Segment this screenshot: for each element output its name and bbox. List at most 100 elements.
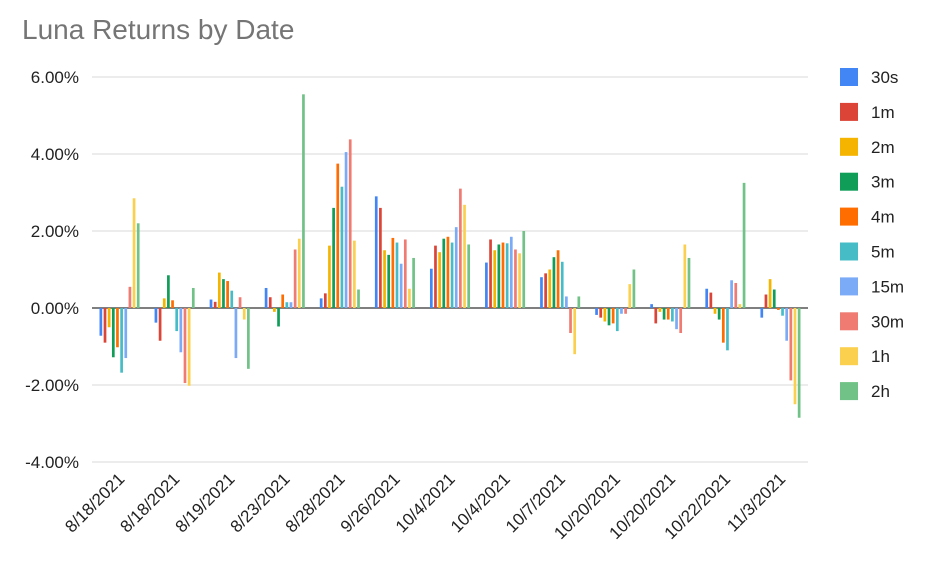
bar-5m bbox=[560, 261, 564, 308]
y-tick-label: 6.00% bbox=[31, 68, 79, 87]
bar-4m bbox=[281, 294, 285, 308]
bar-1m bbox=[654, 308, 658, 324]
y-tick-label: 0.00% bbox=[31, 299, 79, 318]
bar-3m bbox=[167, 275, 170, 308]
bar-3m bbox=[772, 289, 776, 308]
bar-2m bbox=[107, 308, 111, 328]
legend-label: 5m bbox=[871, 243, 895, 262]
bar-15m bbox=[179, 308, 183, 353]
x-tick-label: 8/19/2021 bbox=[172, 469, 239, 536]
bar-2h bbox=[577, 296, 581, 308]
legend-item: 4m bbox=[840, 207, 895, 227]
bar-3m bbox=[111, 308, 115, 358]
legend-item: 15m bbox=[840, 277, 904, 296]
bar-1m bbox=[379, 207, 382, 308]
bar-4m bbox=[611, 308, 615, 324]
bar-5m bbox=[615, 308, 619, 332]
legend-swatch bbox=[840, 68, 858, 86]
x-tick-label: 9/26/2021 bbox=[337, 469, 404, 536]
bar-3m bbox=[552, 257, 556, 308]
bar-2h bbox=[467, 244, 471, 308]
category-group bbox=[374, 196, 415, 308]
bar-1m bbox=[158, 308, 162, 341]
bar-1m bbox=[709, 292, 713, 308]
legend-label: 3m bbox=[871, 173, 895, 192]
bar-30m bbox=[403, 239, 407, 308]
bar-2m bbox=[328, 245, 331, 308]
bar-4m bbox=[556, 250, 560, 308]
bar-30m bbox=[459, 188, 462, 308]
bar-2h bbox=[742, 182, 746, 308]
bar-30s bbox=[650, 304, 653, 308]
chart-title: Luna Returns by Date bbox=[22, 14, 295, 45]
bar-15m bbox=[124, 308, 128, 359]
bar-15m bbox=[730, 280, 733, 308]
legend-swatch bbox=[840, 207, 858, 226]
y-tick-label: 2.00% bbox=[31, 222, 79, 241]
bar-2m bbox=[162, 298, 166, 309]
bar-3m bbox=[662, 308, 666, 320]
bar-1m bbox=[268, 297, 272, 308]
legend-item: 3m bbox=[840, 172, 895, 192]
legend-item: 30s bbox=[840, 68, 898, 87]
bar-2h bbox=[191, 287, 195, 308]
bar-2h bbox=[412, 257, 415, 308]
bar-4m bbox=[777, 308, 780, 310]
bar-1h bbox=[463, 204, 466, 308]
bar-30s bbox=[705, 288, 709, 308]
bar-15m bbox=[399, 263, 403, 308]
bar-2m bbox=[713, 308, 717, 314]
bar-1h bbox=[353, 240, 356, 308]
x-tick-label: 8/18/2021 bbox=[61, 469, 128, 536]
bar-30m bbox=[183, 308, 187, 384]
bar-15m bbox=[509, 236, 513, 308]
bar-1h bbox=[738, 304, 742, 308]
bar-30s bbox=[99, 308, 103, 336]
bar-30m bbox=[348, 139, 352, 308]
bar-3m bbox=[442, 238, 446, 308]
bar-1h bbox=[242, 308, 246, 320]
bar-15m bbox=[289, 302, 293, 308]
bar-2m bbox=[493, 250, 497, 308]
category-group bbox=[264, 94, 305, 327]
bars bbox=[99, 94, 801, 418]
legend-swatch bbox=[840, 347, 858, 366]
bar-5m bbox=[230, 290, 234, 308]
legend-swatch bbox=[840, 242, 858, 261]
legend-item: 2h bbox=[840, 382, 890, 401]
legend-label: 1h bbox=[871, 347, 890, 366]
legend-item: 30m bbox=[840, 312, 904, 331]
bar-30s bbox=[760, 308, 764, 318]
x-tick-label: 11/3/2021 bbox=[723, 469, 789, 535]
bar-2m bbox=[438, 252, 441, 308]
legend-swatch bbox=[840, 137, 858, 156]
bar-30m bbox=[514, 249, 517, 308]
category-group bbox=[154, 275, 195, 386]
category-group bbox=[650, 244, 691, 334]
y-grid: -4.00% -2.00% 0.00% 2.00% 4.00% 6.00% bbox=[25, 68, 808, 472]
bar-15m bbox=[565, 296, 568, 308]
legend-item: 1m bbox=[840, 102, 895, 122]
bar-30s bbox=[319, 298, 323, 309]
bar-1h bbox=[628, 284, 632, 308]
bar-30s bbox=[374, 196, 378, 308]
bar-30s bbox=[209, 299, 213, 308]
category-group bbox=[319, 139, 360, 309]
bar-2m bbox=[548, 269, 552, 308]
bar-30m bbox=[679, 308, 683, 334]
category-group bbox=[760, 279, 801, 418]
bar-1m bbox=[103, 308, 107, 343]
bar-3m bbox=[387, 254, 391, 308]
y-tick-label: -2.00% bbox=[25, 376, 79, 395]
legend-swatch bbox=[840, 172, 858, 191]
bar-1m bbox=[434, 245, 437, 308]
bar-30m bbox=[128, 286, 132, 308]
bar-5m bbox=[671, 308, 674, 322]
bar-2m bbox=[768, 279, 772, 309]
bar-1m bbox=[599, 308, 603, 318]
bar-3m bbox=[277, 308, 280, 327]
bar-30m bbox=[789, 308, 793, 381]
legend-label: 1m bbox=[871, 103, 895, 122]
bar-30s bbox=[485, 262, 488, 308]
category-group bbox=[209, 272, 250, 369]
